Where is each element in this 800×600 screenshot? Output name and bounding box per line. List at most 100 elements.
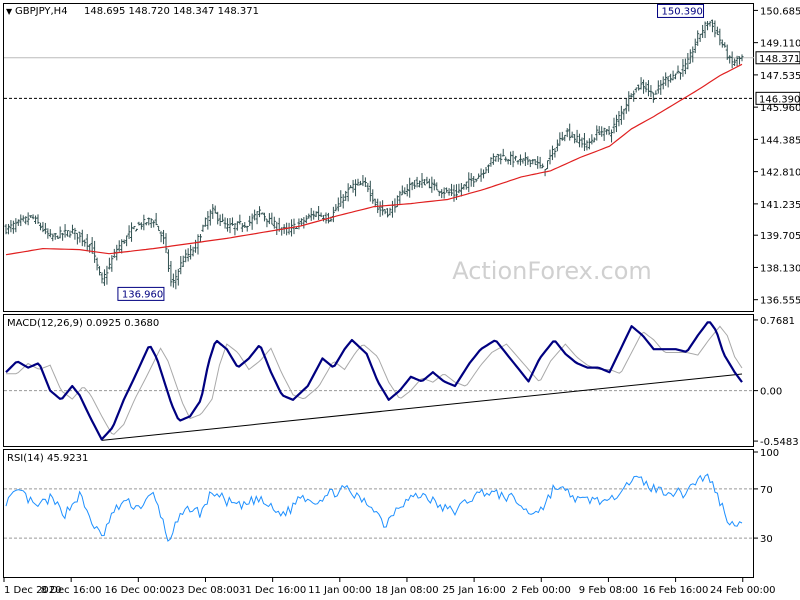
time-tick-label: 2 Feb 00:00 [512,585,571,596]
price-bar [73,227,77,240]
price-bar [169,260,173,287]
macd-panel [3,314,754,447]
price-bar [243,222,247,228]
price-bar [262,212,266,222]
price-bar [654,90,658,95]
price-bar [457,183,461,194]
price-bar [538,156,542,169]
price-bar [565,128,569,138]
price-bar [381,200,385,216]
price-bar [400,185,404,196]
price-bar [368,180,372,202]
price-bar [472,176,476,187]
annotation-label: 136.960 [122,289,163,300]
price-bar [489,157,493,167]
price-bar [521,158,525,164]
price-bar [46,228,50,239]
price-tick-label: 142.810 [760,168,800,179]
price-bar [21,215,25,222]
price-bar [351,179,355,193]
price-bar [678,72,682,80]
price-bar [14,218,18,233]
price-bar [681,59,685,77]
annotation-box [657,3,705,18]
price-bar [442,187,446,199]
price-bar [627,91,631,112]
price-bar [255,211,259,225]
price-bar [573,134,577,144]
macd-tick-label: 0.00 [760,387,782,398]
price-bar [56,235,60,239]
price-bar [693,38,697,54]
price-panel [3,3,754,312]
price-bar [107,257,111,270]
price-bar [418,180,422,188]
price-bar [250,213,254,230]
price-bar [176,268,180,286]
price-bar [501,148,505,157]
price-bar [292,218,296,235]
price-bar [607,125,611,136]
price-bar [600,126,604,137]
time-tick-label: 1 Dec 2020 [4,585,62,596]
price-bar [701,24,705,38]
moving-average-line [5,63,743,256]
time-tick-label: 31 Dec 16:00 [239,585,306,596]
price-bar [226,218,230,232]
price-bar [371,189,375,204]
price-bar [24,216,28,225]
price-bar [637,84,641,91]
price-bar [191,246,195,257]
price-bar [297,218,301,230]
price-bar [346,183,350,202]
rsi-tick-label: 70 [760,485,773,496]
price-tick-label: 139.705 [760,231,800,242]
price-bar [718,28,722,46]
price-bar [479,168,483,182]
price-bar [149,218,153,228]
price-bar [725,44,729,60]
price-bar [139,222,143,230]
macd-tick-label: 0.7681 [760,316,795,327]
price-bar [102,269,106,286]
price-bar [245,225,249,232]
price-bar [504,156,508,162]
price-bar [703,21,707,39]
price-bar [570,131,574,138]
price-bar [646,80,650,97]
price-bar [548,149,552,165]
rsi-tick-label: 100 [760,448,779,459]
price-bar [233,223,237,236]
price-bars [4,19,744,290]
rsi-axis-ticks: 100 70 30 [4,448,779,545]
price-bar [78,231,82,243]
price-bar [198,234,202,243]
price-bar [53,233,57,240]
price-bar [408,177,412,198]
price-bar [710,19,714,33]
price-bar [541,163,545,169]
price-bar [223,217,227,229]
price-levels: 148.371 146.390 [4,51,800,105]
price-bar [740,54,744,62]
price-bar [157,225,161,232]
price-bar [344,190,348,201]
price-bar [676,65,680,74]
price-tick-label: 136.555 [760,296,800,307]
price-bar [568,123,572,141]
price-bar [420,173,424,188]
price-bar [100,272,104,284]
annotation-box [117,286,165,301]
price-bar [610,129,614,143]
price-bar [211,204,215,219]
price-bar [715,26,719,36]
price-bar [171,273,175,288]
price-bar [632,90,636,102]
time-tick-label: 18 Jan 08:00 [375,585,438,596]
price-bar [494,155,498,162]
price-bar [585,140,589,151]
price-bar [698,33,702,42]
price-bar [26,212,30,226]
price-bar [341,194,345,209]
price-bar [430,176,434,193]
